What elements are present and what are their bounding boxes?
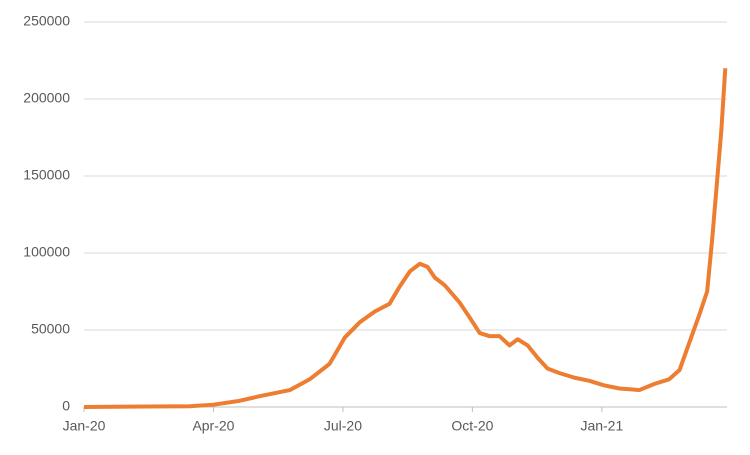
data-line [83,68,728,409]
x-tick-label: Jul-20 [324,418,362,434]
x-tick-label: Jan-20 [63,418,106,434]
x-tick-label: Jan-21 [580,418,623,434]
y-tick-label: 250000 [23,13,70,29]
y-tick-label: 100000 [23,244,70,260]
y-tick-label: 150000 [23,167,70,183]
x-tick-label: Apr-20 [192,418,234,434]
y-tick-label: 50000 [31,321,70,337]
y-tick-label: 200000 [23,90,70,106]
y-tick-label: 0 [62,398,70,414]
x-tick-label: Oct-20 [451,418,493,434]
